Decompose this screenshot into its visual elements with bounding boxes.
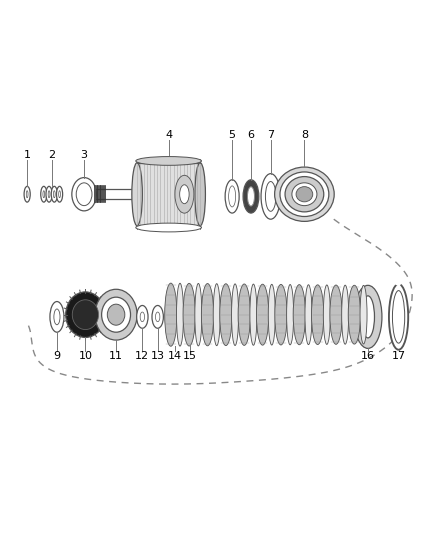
Ellipse shape (175, 175, 194, 213)
Text: 10: 10 (78, 351, 92, 361)
Ellipse shape (26, 191, 28, 198)
Ellipse shape (50, 302, 64, 332)
Ellipse shape (348, 285, 360, 344)
Ellipse shape (257, 284, 269, 345)
Ellipse shape (220, 284, 232, 345)
Ellipse shape (137, 305, 148, 328)
Text: 6: 6 (247, 130, 254, 140)
Ellipse shape (140, 312, 145, 322)
Ellipse shape (183, 284, 195, 346)
Ellipse shape (296, 187, 313, 202)
Text: 16: 16 (361, 351, 375, 361)
Ellipse shape (53, 191, 55, 198)
Ellipse shape (261, 174, 280, 219)
Ellipse shape (72, 300, 99, 329)
Ellipse shape (46, 187, 52, 202)
Ellipse shape (102, 297, 131, 332)
Ellipse shape (238, 284, 251, 345)
Ellipse shape (195, 284, 202, 346)
Ellipse shape (311, 285, 324, 344)
Ellipse shape (280, 172, 329, 216)
Text: 13: 13 (151, 351, 165, 361)
Ellipse shape (265, 182, 276, 211)
Text: 9: 9 (53, 351, 60, 361)
Ellipse shape (323, 285, 330, 344)
Ellipse shape (76, 183, 92, 206)
Text: 7: 7 (267, 130, 274, 140)
Ellipse shape (354, 285, 382, 349)
Ellipse shape (213, 284, 220, 346)
Text: 3: 3 (81, 150, 88, 160)
Text: 12: 12 (135, 351, 149, 361)
Ellipse shape (155, 312, 160, 322)
Ellipse shape (195, 163, 205, 226)
Text: 11: 11 (109, 351, 123, 361)
Ellipse shape (43, 191, 45, 198)
Text: 1: 1 (24, 150, 31, 160)
Ellipse shape (51, 187, 57, 202)
Ellipse shape (275, 167, 334, 221)
Ellipse shape (232, 284, 239, 345)
Ellipse shape (66, 292, 105, 337)
Ellipse shape (275, 285, 287, 345)
Ellipse shape (330, 285, 342, 344)
Ellipse shape (229, 186, 236, 207)
Text: 5: 5 (229, 130, 236, 140)
Text: 15: 15 (183, 351, 197, 361)
Ellipse shape (177, 283, 184, 346)
Ellipse shape (392, 290, 405, 343)
Text: 8: 8 (301, 130, 308, 140)
Ellipse shape (57, 187, 63, 202)
Ellipse shape (24, 187, 30, 202)
Ellipse shape (152, 305, 163, 328)
Ellipse shape (250, 284, 257, 345)
Ellipse shape (165, 283, 177, 346)
Ellipse shape (95, 289, 137, 340)
Ellipse shape (305, 285, 312, 345)
Ellipse shape (268, 284, 275, 345)
Ellipse shape (360, 285, 367, 344)
Ellipse shape (72, 177, 96, 211)
Ellipse shape (107, 304, 125, 325)
Ellipse shape (225, 180, 239, 213)
Text: 14: 14 (168, 351, 182, 361)
Ellipse shape (293, 285, 305, 345)
Ellipse shape (361, 296, 374, 338)
Ellipse shape (342, 285, 349, 344)
Ellipse shape (292, 183, 317, 206)
Text: 2: 2 (48, 150, 55, 160)
Ellipse shape (201, 284, 214, 346)
Ellipse shape (243, 180, 259, 213)
Ellipse shape (132, 163, 142, 226)
Ellipse shape (54, 309, 60, 325)
Text: 17: 17 (392, 351, 406, 361)
Ellipse shape (41, 187, 47, 202)
Ellipse shape (136, 157, 201, 165)
Ellipse shape (285, 176, 324, 212)
Ellipse shape (286, 285, 293, 345)
Ellipse shape (247, 187, 254, 206)
Text: 4: 4 (165, 130, 172, 140)
Ellipse shape (48, 191, 50, 198)
Ellipse shape (59, 191, 60, 198)
Ellipse shape (389, 284, 408, 350)
Ellipse shape (180, 185, 189, 204)
Ellipse shape (136, 223, 201, 232)
